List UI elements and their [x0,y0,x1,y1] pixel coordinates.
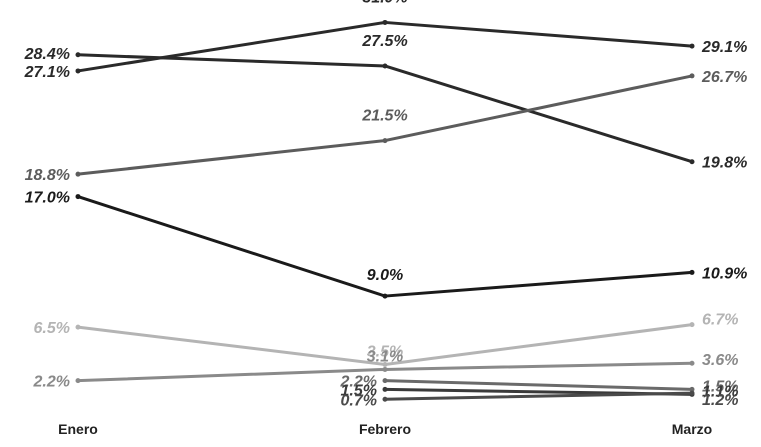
data-point [75,194,81,200]
data-label: 17.0% [25,190,70,207]
data-point [382,293,388,299]
data-point [689,360,695,366]
data-point [382,138,388,144]
data-label: 3.1% [367,348,403,365]
data-point [689,159,695,165]
data-point [75,324,81,330]
data-label: 1.5% [702,378,738,395]
series-line-3 [76,74,694,176]
series-line-9 [383,391,694,401]
data-label: 19.8% [702,155,747,172]
data-label: 31.0% [362,0,407,6]
data-label: 10.9% [702,265,747,282]
data-label: 27.5% [361,33,407,50]
data-point [382,366,388,372]
data-label: 28.4% [24,46,70,63]
data-point [75,52,81,58]
data-label: 1.5% [341,382,377,399]
data-point [382,396,388,402]
data-point [75,378,81,384]
data-label: 1.2% [702,392,738,409]
data-point [75,171,81,177]
data-point [75,68,81,74]
data-point [382,378,388,384]
data-label: 3.5% [367,343,403,360]
data-point [382,361,388,367]
data-label: 1.1% [702,383,738,400]
data-label: 6.7% [702,312,738,329]
data-label: 18.8% [25,167,70,184]
category-label: Enero [58,421,98,437]
data-point [382,19,388,25]
data-label: 2.2% [340,374,377,391]
data-label: 27.1% [24,64,70,81]
data-point [689,390,695,396]
data-label: 6.5% [34,320,70,337]
data-label: 3.6% [702,352,738,369]
data-point [689,386,695,392]
data-label: 21.5% [361,108,407,125]
data-point [382,386,388,392]
series-line-7 [383,379,694,391]
data-label: 0.7% [341,392,377,409]
data-label: 9.0% [367,267,403,284]
category-label: Febrero [359,421,411,437]
data-point [689,322,695,328]
data-label: 29.1% [701,39,747,56]
data-point [689,73,695,79]
data-point [689,269,695,275]
data-label: 26.7% [701,69,747,86]
data-point [689,43,695,49]
data-label: 2.2% [33,374,70,391]
category-label: Marzo [672,421,712,437]
data-point [382,63,388,69]
